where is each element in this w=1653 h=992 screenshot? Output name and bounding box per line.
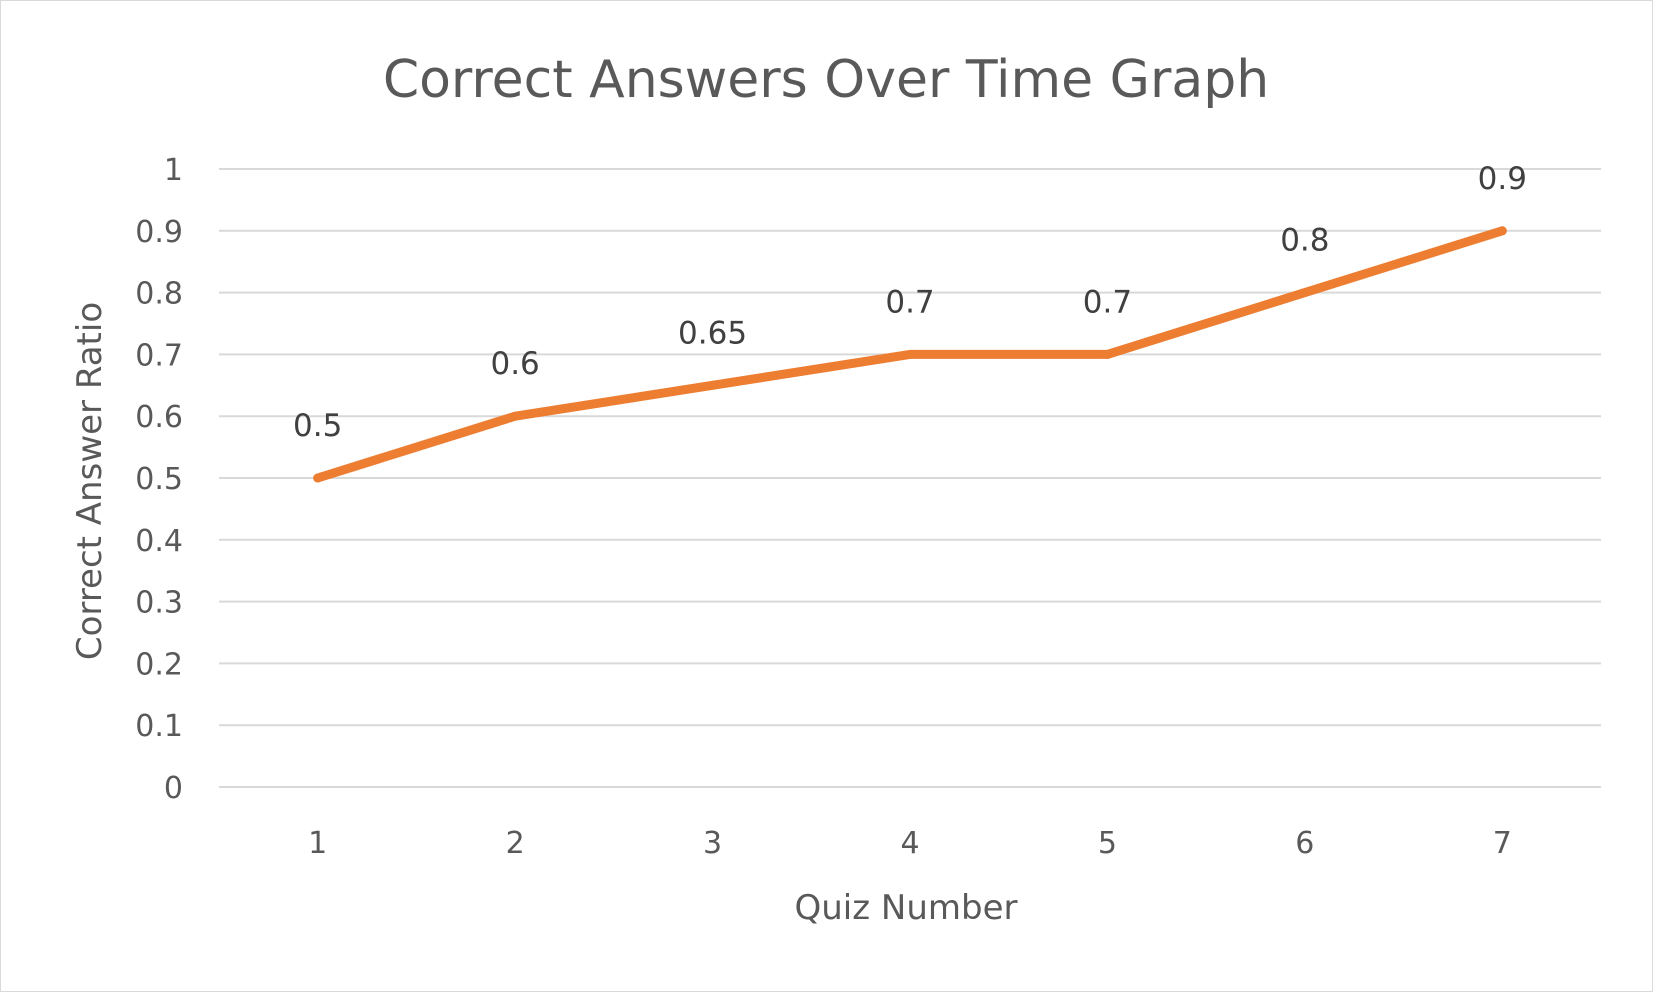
y-tick-label: 1 <box>164 153 183 188</box>
y-tick-label: 0.6 <box>135 400 183 435</box>
y-tick-label: 0 <box>164 771 183 806</box>
x-tick-label: 7 <box>1493 826 1512 861</box>
x-tick-label: 2 <box>506 826 525 861</box>
y-tick-label: 0.5 <box>135 462 183 497</box>
y-tick-label: 0.1 <box>135 709 183 744</box>
data-label: 0.7 <box>885 284 934 320</box>
x-tick-label: 1 <box>308 826 327 861</box>
gridlines <box>219 168 1601 788</box>
x-tick-label: 4 <box>900 826 919 861</box>
y-tick-label: 0.4 <box>135 524 183 559</box>
y-axis-title: Correct Answer Ratio <box>70 302 110 660</box>
data-label: 0.6 <box>490 346 539 382</box>
data-point <box>708 380 718 390</box>
data-point <box>1300 288 1310 298</box>
chart-title: Correct Answers Over Time Graph <box>383 50 1269 110</box>
data-point <box>905 349 915 359</box>
y-tick-label: 0.8 <box>135 277 183 312</box>
x-axis-ticks: 1 2 3 4 5 6 7 <box>308 826 1512 861</box>
data-point <box>1497 226 1507 236</box>
y-tick-label: 0.2 <box>135 647 183 682</box>
data-label: 0.65 <box>678 315 747 351</box>
x-tick-label: 6 <box>1295 826 1314 861</box>
data-labels: 0.5 0.6 0.65 0.7 0.7 0.8 0.9 <box>293 161 1527 444</box>
data-label: 0.7 <box>1083 284 1132 320</box>
data-point <box>313 473 323 483</box>
data-label: 0.5 <box>293 408 342 444</box>
x-tick-label: 5 <box>1098 826 1117 861</box>
x-tick-label: 3 <box>703 826 722 861</box>
data-label: 0.9 <box>1478 161 1527 197</box>
series-group <box>313 226 1507 483</box>
data-point <box>1102 349 1112 359</box>
y-tick-label: 0.3 <box>135 586 183 621</box>
y-tick-label: 0.9 <box>135 215 183 250</box>
data-label: 0.8 <box>1280 223 1329 259</box>
data-point <box>510 411 520 421</box>
x-axis-title: Quiz Number <box>795 888 1018 928</box>
y-axis-ticks: 0 0.1 0.2 0.3 0.4 0.5 0.6 0.7 0.8 0.9 1 <box>135 153 183 806</box>
y-tick-label: 0.7 <box>135 338 183 373</box>
